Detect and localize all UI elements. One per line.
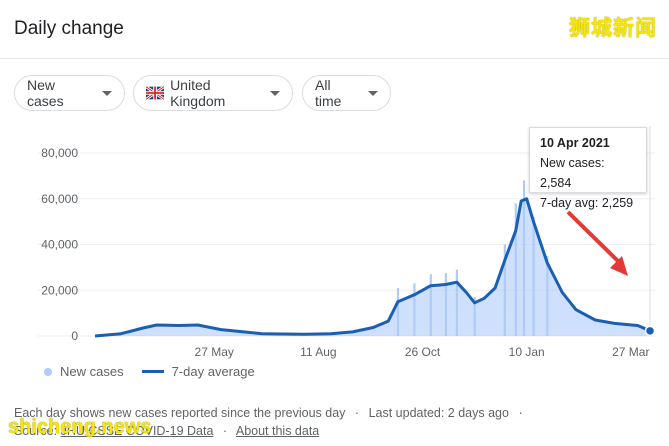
footer-separator: · [222,424,228,438]
card-header: Daily change 狮城新闻 [0,0,669,59]
x-tick-label: 26 Oct [405,345,441,359]
new-cases-legend-swatch [44,367,52,376]
tooltip-date: 10 Apr 2021 [540,136,610,150]
chevron-down-icon [102,90,112,96]
footer-line-2: Source: JHU CSSE COVID-19 Data · About t… [14,424,319,438]
country-dropdown-label: United Kingdom [170,77,226,109]
metric-dropdown[interactable]: New cases [14,75,125,111]
avg-legend-swatch [141,370,164,373]
country-dropdown[interactable]: United Kingdom [133,75,293,111]
y-tick-label: 0 [71,329,78,343]
range-dropdown-label: All time [315,77,342,109]
red-arrow-annotation [566,210,628,276]
tooltip-avg: 7-day avg: 2,259 [540,196,634,210]
x-tick-label: 10 Jan [509,345,545,359]
legend-average: 7-day average [171,364,255,379]
range-dropdown[interactable]: All time [302,75,391,111]
source-prefix: Source: [14,424,58,438]
x-tick-label: 27 Mar [612,345,649,359]
chevron-down-icon [270,90,280,96]
tooltip-new-cases: New cases: 2,584 [540,156,605,190]
footer-note: Each day shows new cases reported since … [14,406,346,420]
watermark-logo-bottom: shicheng.news [8,416,152,438]
uk-flag-icon [146,86,165,100]
x-tick-label: 11 Aug [300,345,336,359]
chart-legend: New cases 7-day average [44,364,255,379]
watermark-logo-top: 狮城新闻 [569,17,657,40]
daily-change-chart: 0 20,000 40,000 60,000 80,000 27 May 11 Aug 26… [38,126,656,359]
footer-line-1: Each day shows new cases reported since … [14,406,529,420]
y-tick-label: 20,000 [41,283,78,297]
last-updated: Last updated: 2 days ago [368,406,509,420]
legend-new-cases: New cases [60,364,124,379]
chevron-down-icon [368,90,378,96]
highlight-point [644,325,656,337]
card-title: Daily change [14,18,124,39]
y-tick-label: 60,000 [41,192,78,206]
about-data-link[interactable]: About this data [235,424,320,438]
footer-separator: · [518,406,523,420]
bars-area [95,198,650,336]
y-tick-label: 40,000 [41,238,78,252]
x-tick-label: 27 May [195,345,234,359]
metric-dropdown-label: New cases [27,77,64,109]
data-tooltip: 10 Apr 2021 New cases: 2,584 7-day avg: … [529,127,647,210]
avg-line [94,197,651,338]
footer-separator: · [354,406,360,420]
source-link[interactable]: JHU CSSE COVID-19 Data [60,424,214,438]
y-tick-label: 80,000 [41,146,78,160]
